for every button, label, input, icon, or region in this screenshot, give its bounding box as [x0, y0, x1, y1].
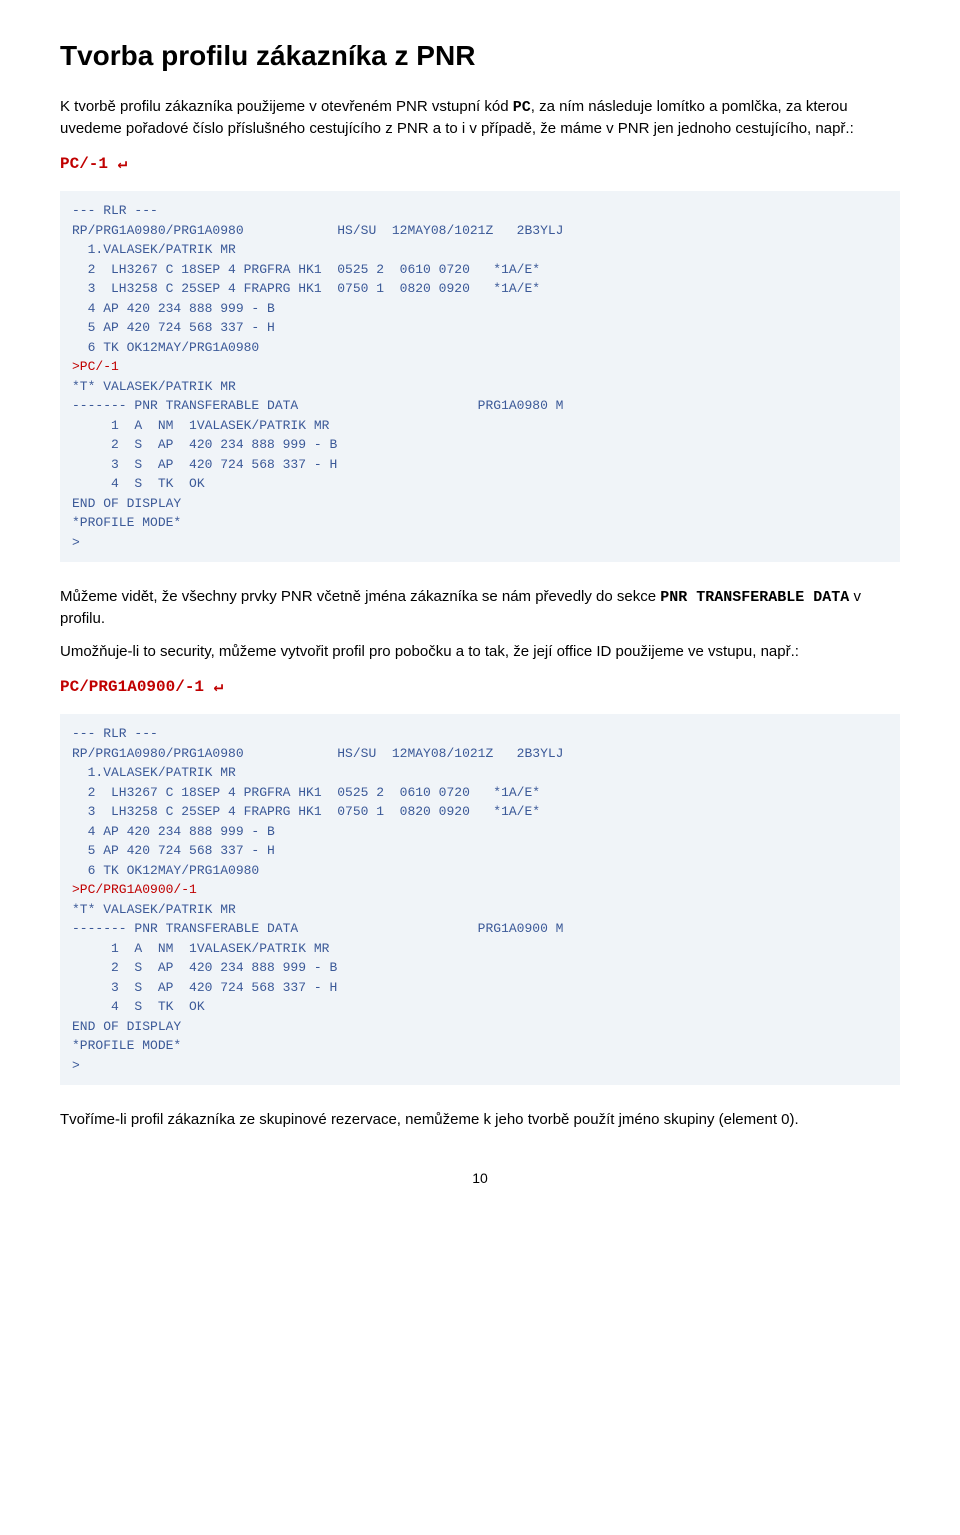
command-1: PC/-1 ↵ [60, 153, 900, 173]
terminal2-body-a: --- RLR --- RP/PRG1A0980/PRG1A0980 HS/SU… [72, 726, 563, 878]
terminal1-cmd: >PC/-1 [72, 359, 119, 374]
command-2: PC/PRG1A0900/-1 ↵ [60, 676, 900, 696]
paragraph-4: Tvoříme-li profil zákazníka ze skupinové… [60, 1109, 900, 1130]
intro-paragraph: K tvorbě profilu zákazníka použijeme v o… [60, 96, 900, 139]
terminal1-body-a: --- RLR --- RP/PRG1A0980/PRG1A0980 HS/SU… [72, 203, 563, 355]
para2-a: Můžeme vidět, že všechny prvky PNR včetn… [60, 588, 660, 605]
para1-code: PC [513, 99, 531, 116]
paragraph-2: Můžeme vidět, že všechny prvky PNR včetn… [60, 586, 900, 629]
terminal1-body-b: *T* VALASEK/PATRIK MR ------- PNR TRANSF… [72, 379, 563, 550]
page-number: 10 [60, 1170, 900, 1186]
page-title: Tvorba profilu zákazníka z PNR [60, 40, 900, 72]
terminal2-body-b: *T* VALASEK/PATRIK MR ------- PNR TRANSF… [72, 902, 563, 1073]
terminal2-cmd: >PC/PRG1A0900/-1 [72, 882, 197, 897]
terminal-output-1: --- RLR --- RP/PRG1A0980/PRG1A0980 HS/SU… [60, 191, 900, 562]
paragraph-3: Umožňuje-li to security, můžeme vytvořit… [60, 641, 900, 662]
para1-a: K tvorbě profilu zákazníka použijeme v o… [60, 98, 513, 115]
terminal-output-2: --- RLR --- RP/PRG1A0980/PRG1A0980 HS/SU… [60, 714, 900, 1085]
para2-code: PNR TRANSFERABLE DATA [660, 589, 849, 606]
